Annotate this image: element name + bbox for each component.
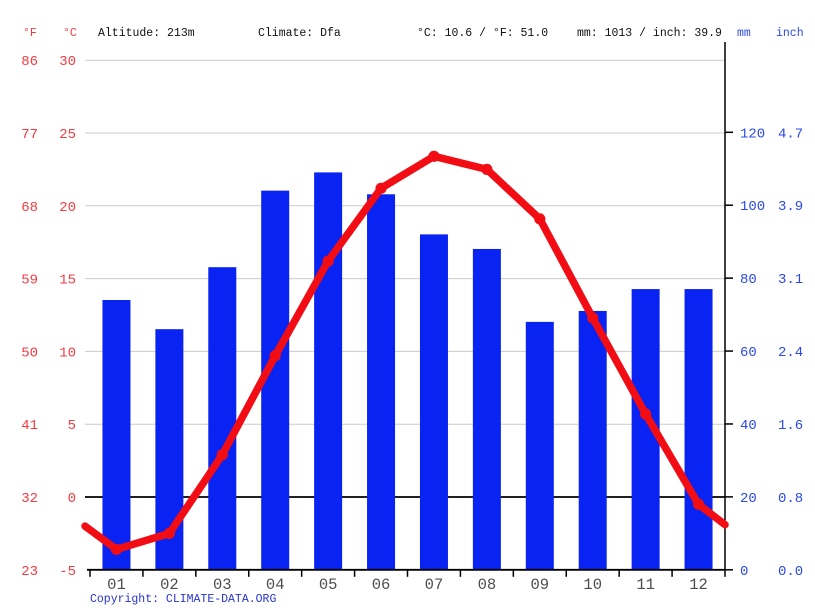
axis-label-fahrenheit: 68 — [21, 200, 38, 216]
axis-label-inch: 2.4 — [778, 345, 803, 361]
axis-label-celsius: 0 — [68, 491, 76, 507]
axis-label-fahrenheit: 41 — [21, 418, 38, 434]
average-temperature-label: °C: 10.6 / °F: 51.0 — [417, 27, 549, 40]
precip-bar — [208, 267, 237, 570]
right-axis-unit-mm: mm — [737, 27, 751, 40]
temperature-point — [692, 498, 705, 510]
month-label: 03 — [213, 576, 232, 594]
axis-label-inch: 3.1 — [778, 272, 803, 288]
month-label: 02 — [160, 576, 179, 594]
annual-precipitation-label: mm: 1013 / inch: 39.9 — [577, 27, 722, 40]
copyright-label: Copyright: — [90, 593, 166, 606]
left-axis-unit-celsius: °C — [63, 27, 77, 40]
axis-label-mm: 100 — [740, 199, 765, 215]
axis-label-fahrenheit: 59 — [21, 273, 38, 289]
month-label: 05 — [319, 576, 338, 594]
axis-label-inch: 0.8 — [778, 491, 803, 507]
left-axis-unit-fahrenheit: °F — [23, 27, 37, 40]
precip-bar — [472, 248, 501, 570]
right-axis-unit-inch: inch — [776, 27, 804, 40]
month-label: 10 — [583, 576, 602, 594]
precip-bar — [525, 321, 554, 570]
temperature-point — [481, 163, 493, 175]
axis-label-inch: 3.9 — [778, 199, 803, 215]
month-label: 06 — [372, 576, 391, 594]
precip-bar — [314, 172, 343, 570]
temperature-point — [163, 527, 175, 540]
axis-label-celsius: 25 — [59, 127, 76, 143]
axis-label-celsius: 30 — [59, 54, 76, 70]
axis-label-celsius: 15 — [59, 273, 76, 289]
axis-label-mm: 0 — [740, 564, 748, 580]
month-label: 08 — [478, 576, 497, 594]
precip-bar — [419, 234, 448, 570]
month-label: 01 — [107, 576, 126, 594]
axis-label-celsius: 20 — [59, 200, 76, 216]
axis-label-inch: 1.6 — [778, 418, 803, 434]
axis-label-mm: 20 — [740, 491, 757, 507]
month-label: 11 — [636, 576, 655, 594]
axis-label-celsius: -5 — [59, 564, 76, 580]
axis-label-fahrenheit: 77 — [21, 127, 38, 143]
precip-bar — [367, 194, 396, 570]
axis-label-celsius: 10 — [59, 345, 76, 361]
axis-label-inch: 0.0 — [778, 564, 803, 580]
precip-bar — [684, 289, 713, 570]
axis-label-fahrenheit: 86 — [21, 54, 38, 70]
axis-label-mm: 80 — [740, 272, 757, 288]
copyright: Copyright: CLIMATE-DATA.ORG — [90, 593, 276, 606]
temperature-point — [640, 408, 652, 420]
month-label: 04 — [266, 576, 285, 594]
axis-label-mm: 40 — [740, 418, 757, 434]
axis-label-mm: 60 — [740, 345, 757, 361]
climate-data-org-link[interactable]: CLIMATE-DATA.ORG — [165, 593, 277, 606]
axis-label-fahrenheit: 23 — [21, 564, 38, 580]
month-label: 09 — [530, 576, 549, 594]
axis-label-fahrenheit: 50 — [21, 345, 38, 361]
temperature-point — [322, 255, 334, 267]
axis-label-fahrenheit: 32 — [21, 491, 38, 507]
temperature-point — [587, 312, 599, 324]
climate-classification-label: Climate: Dfa — [258, 27, 341, 40]
month-label: 07 — [425, 576, 444, 594]
temperature-line — [81, 152, 729, 554]
temperature-point — [534, 213, 546, 225]
precip-bar — [102, 300, 131, 570]
altitude-label: Altitude: 213m — [98, 27, 195, 40]
axis-label-celsius: 5 — [68, 418, 76, 434]
temperature-point — [216, 449, 228, 461]
temperature-point — [110, 543, 123, 556]
month-label: 12 — [689, 576, 708, 594]
precip-bar — [578, 310, 607, 570]
axis-label-mm: 120 — [740, 126, 765, 142]
axis-label-inch: 4.7 — [778, 126, 803, 142]
temperature-point — [428, 150, 440, 162]
temperature-point — [375, 182, 387, 194]
temperature-point — [269, 350, 281, 362]
